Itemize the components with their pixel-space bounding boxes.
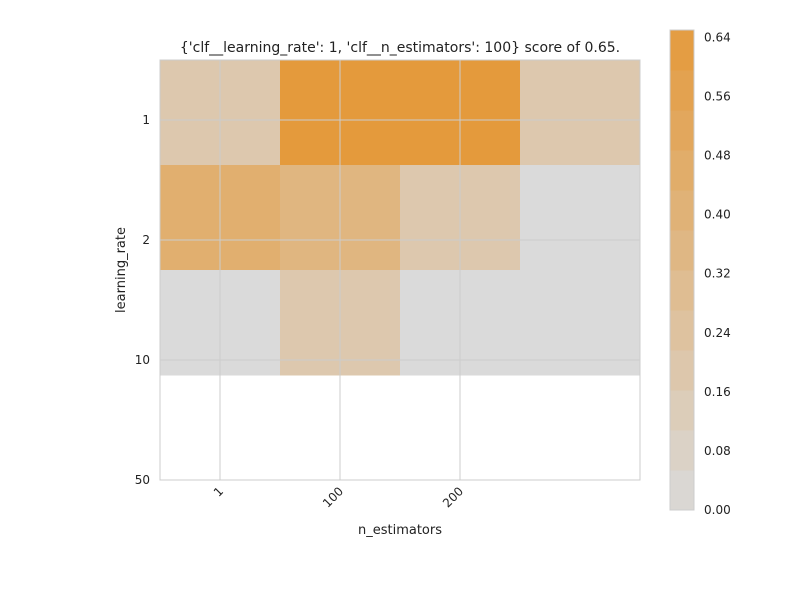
colorbar-tick-label: 0.56 (704, 89, 731, 103)
heatmap-cell (460, 60, 521, 113)
heatmap-cell (580, 60, 641, 113)
colorbar-tick-label: 0.00 (704, 503, 731, 517)
heatmap-cell (400, 112, 461, 166)
colorbar-band (670, 150, 694, 191)
heatmap-cell (460, 112, 521, 166)
heatmap-cell (280, 60, 341, 113)
y-tick-label: 50 (135, 473, 150, 487)
colorbar-band (670, 110, 694, 151)
heatmap-cell (220, 60, 281, 113)
heatmap-cell (220, 165, 281, 218)
y-tick-label: 1 (142, 113, 150, 127)
heatmap-grid (160, 60, 640, 480)
heatmap-cell (520, 322, 581, 376)
y-tick-labels: 1 2 10 50 (135, 113, 150, 487)
heatmap-cell (580, 165, 641, 218)
heatmap-cells (160, 60, 641, 376)
heatmap-cell (340, 165, 401, 218)
heatmap-cell (520, 270, 581, 323)
colorbar-band (670, 70, 694, 111)
colorbar-tick-label: 0.40 (704, 208, 731, 222)
heatmap-cell (580, 322, 641, 376)
colorbar-band (670, 430, 694, 471)
x-axis-label: n_estimators (358, 523, 442, 538)
heatmap-cell (340, 270, 401, 323)
heatmap-cell (220, 270, 281, 323)
y-axis-label: learning_rate (114, 227, 129, 313)
heatmap-cell (280, 322, 341, 376)
colorbar-tick-label: 0.08 (704, 444, 731, 458)
heatmap-cell (520, 165, 581, 218)
colorbar-tick-label: 0.64 (704, 30, 731, 44)
y-tick-label: 2 (142, 233, 150, 247)
heatmap-cell (460, 165, 521, 218)
colorbar-tick-label: 0.16 (704, 385, 731, 399)
heatmap-cell (400, 165, 461, 218)
heatmap-cell (160, 60, 221, 113)
colorbar-band (670, 390, 694, 431)
heatmap-cell (220, 322, 281, 376)
heatmap-cell (280, 270, 341, 323)
heatmap-cell (460, 322, 521, 376)
heatmap-cell (460, 217, 521, 271)
heatmap-cell (460, 270, 521, 323)
x-tick-label: 100 (320, 484, 346, 510)
heatmap-cell (160, 270, 221, 323)
heatmap-cell (580, 270, 641, 323)
heatmap-cell (580, 217, 641, 271)
heatmap-cell (220, 217, 281, 271)
heatmap-cell (400, 322, 461, 376)
x-tick-label: 200 (440, 484, 466, 510)
heatmap-cell (280, 112, 341, 166)
colorbar-tick-label: 0.32 (704, 267, 731, 281)
x-tick-label: 1 (211, 484, 226, 499)
colorbar-band (670, 350, 694, 391)
heatmap-cell (280, 165, 341, 218)
heatmap-cell (160, 112, 221, 166)
colorbar-band (670, 230, 694, 271)
heatmap-cell (340, 112, 401, 166)
heatmap-cell (160, 217, 221, 271)
colorbar-tick-label: 0.24 (704, 326, 731, 340)
colorbar-tick-labels: 0.64 0.56 0.48 0.40 0.32 0.24 0.16 0.08 0.00 (704, 30, 731, 517)
x-tick-labels: 1 100 200 (211, 484, 466, 510)
chart-title: {'clf__learning_rate': 1, 'clf__n_estima… (180, 40, 620, 56)
heatmap-cell (400, 60, 461, 113)
heatmap-cell (340, 60, 401, 113)
plot-frame (159, 59, 641, 481)
colorbar (669, 29, 695, 511)
heatmap-cell (340, 217, 401, 271)
heatmap-cell (280, 217, 341, 271)
colorbar-band (670, 270, 694, 311)
colorbar-band (670, 470, 694, 511)
colorbar-tick-label: 0.48 (704, 149, 731, 163)
heatmap-cell (220, 112, 281, 166)
colorbar-frame (669, 29, 695, 511)
heatmap-cell (400, 270, 461, 323)
heatmap-cell (520, 112, 581, 166)
heatmap-cell (340, 322, 401, 376)
heatmap-cell (520, 60, 581, 113)
heatmap-cell (580, 112, 641, 166)
colorbar-band (670, 30, 694, 71)
colorbar-band (670, 190, 694, 231)
heatmap-cell (160, 322, 221, 376)
colorbar-band (670, 310, 694, 351)
heatmap-cell (160, 165, 221, 218)
y-tick-label: 10 (135, 353, 150, 367)
heatmap-cell (400, 217, 461, 271)
heatmap-cell (520, 217, 581, 271)
